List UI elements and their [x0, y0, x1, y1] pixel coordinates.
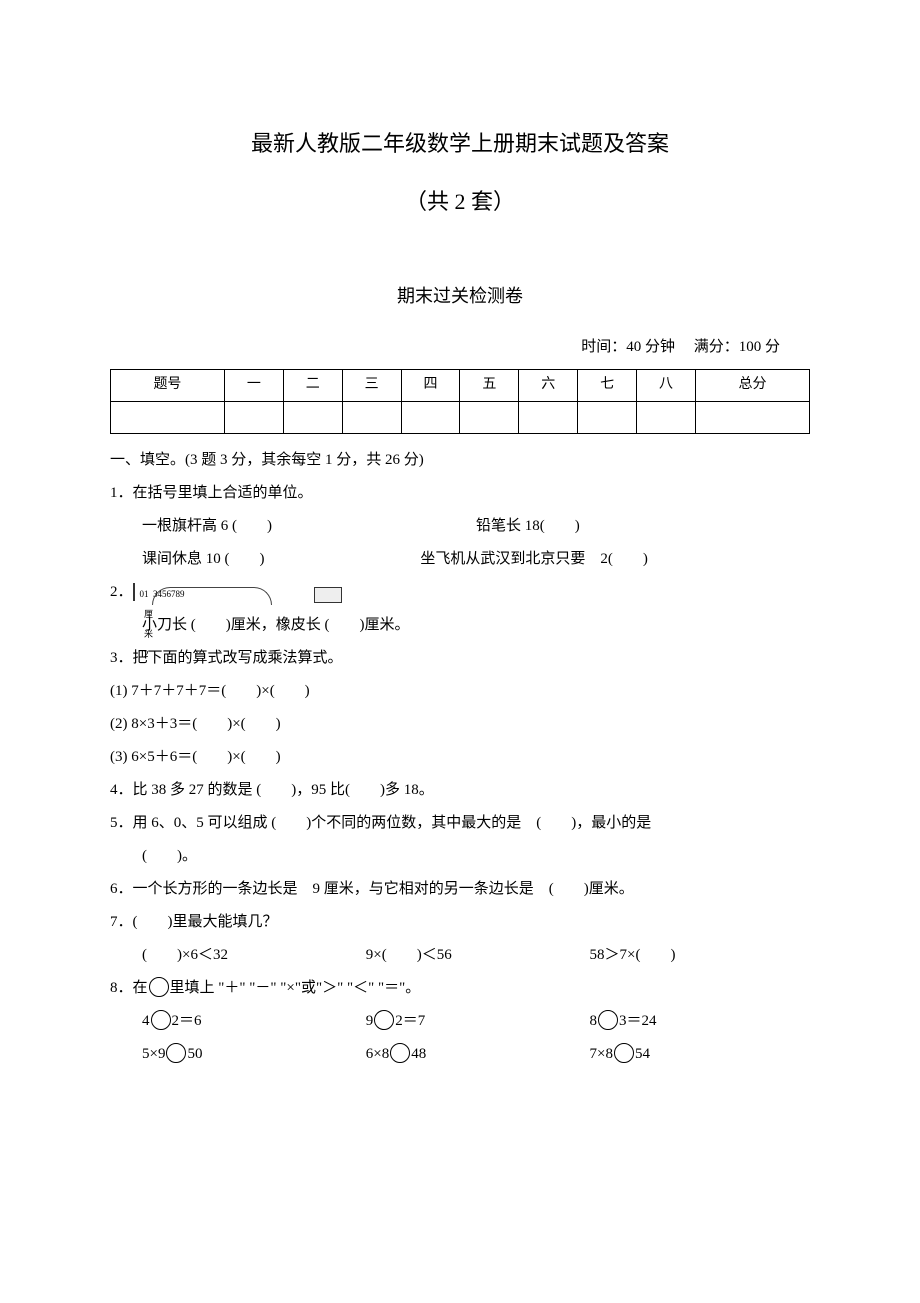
q5-a: 5．用 6、0、5 可以组成 ( )个不同的两位数，其中最大的是 ( )，最小的… — [110, 807, 810, 840]
q8-stem: 8．在 里填上 "＋" "－" "×"或"＞" "＜" "＝"。 — [110, 972, 810, 1005]
score-cell — [460, 402, 519, 434]
meta-time: 时间：40 分钟 — [581, 339, 675, 355]
score-header: 一 — [224, 370, 283, 402]
txt: 5×9 — [142, 1046, 165, 1062]
score-header: 总分 — [696, 370, 810, 402]
txt: 54 — [635, 1046, 650, 1062]
score-table: 题号 一 二 三 四 五 六 七 八 总分 — [110, 369, 810, 434]
score-header: 七 — [578, 370, 637, 402]
q1-stem: 1．在括号里填上合适的单位。 — [110, 477, 810, 510]
score-header: 二 — [283, 370, 342, 402]
q2-line: 小刀长 ( )厘米，橡皮长 ( )厘米。 — [110, 609, 810, 642]
q4: 4．比 38 多 27 的数是 ( )，95 比( )多 18。 — [110, 774, 810, 807]
q1-a: 一根旗杆高 6 ( ) — [142, 510, 476, 543]
score-header: 五 — [460, 370, 519, 402]
txt: 4 — [142, 1013, 150, 1029]
q8-r2b: 6×8 48 — [366, 1038, 586, 1071]
txt: 50 — [187, 1046, 202, 1062]
score-header: 题号 — [111, 370, 225, 402]
q8-row1: 4 2＝6 9 2＝7 8 3＝24 — [110, 1005, 810, 1038]
section1-heading: 一、填空。(3 题 3 分，其余每空 1 分，共 26 分) — [110, 444, 810, 477]
q5-b: ( )。 — [110, 840, 810, 873]
page-title: 最新人教版二年级数学上册期末试题及答案 — [110, 120, 810, 168]
txt: 9 — [366, 1013, 374, 1029]
score-cell — [342, 402, 401, 434]
score-header: 八 — [637, 370, 696, 402]
circle-icon — [390, 1043, 410, 1063]
page-subtitle: （共 2 套） — [110, 178, 810, 226]
score-header: 三 — [342, 370, 401, 402]
score-cell — [401, 402, 460, 434]
txt: 2＝7 — [395, 1013, 425, 1029]
score-cell — [637, 402, 696, 434]
circle-icon — [598, 1010, 618, 1030]
q2: 2． 0 1厘米2 3 4 5 6 7 8 9 — [110, 576, 810, 609]
q1-d: 坐飞机从武汉到北京只要 2( ) — [420, 543, 810, 576]
txt: 7×8 — [590, 1046, 613, 1062]
q7-row: ( )×6＜32 9×( )＜56 58＞7×( ) — [110, 939, 810, 972]
q8-stem-pre: 8．在 — [110, 980, 148, 996]
q3-b: (2) 8×3＋3＝( )×( ) — [110, 708, 810, 741]
q8-stem-post: 里填上 "＋" "－" "×"或"＞" "＜" "＝"。 — [170, 980, 421, 996]
q1-c: 课间休息 10 ( ) — [142, 543, 420, 576]
txt: 6×8 — [366, 1046, 389, 1062]
q7-b: 9×( )＜56 — [366, 939, 586, 972]
score-cell — [111, 402, 225, 434]
txt: 8 — [590, 1013, 598, 1029]
section-title: 期末过关检测卷 — [110, 277, 810, 317]
q8-row2: 5×9 50 6×8 48 7×8 54 — [110, 1038, 810, 1071]
score-cell — [578, 402, 637, 434]
meta-line: 时间：40 分钟 满分：100 分 — [110, 331, 810, 364]
q1-b: 铅笔长 18( ) — [476, 510, 810, 543]
q7-stem: 7．( )里最大能填几？ — [110, 906, 810, 939]
txt: 48 — [411, 1046, 426, 1062]
circle-icon — [374, 1010, 394, 1030]
circle-icon — [151, 1010, 171, 1030]
q3-c: (3) 6×5＋6＝( )×( ) — [110, 741, 810, 774]
q8-r2a: 5×9 50 — [142, 1038, 362, 1071]
meta-full: 满分：100 分 — [694, 339, 780, 355]
ruler-num: 1厘米2 — [144, 585, 153, 602]
txt: 2＝6 — [172, 1013, 202, 1029]
ruler-num: 9 — [180, 585, 185, 602]
q8-r1b: 9 2＝7 — [366, 1005, 586, 1038]
q8-r1a: 4 2＝6 — [142, 1005, 362, 1038]
q6: 6．一个长方形的一条边长是 9 厘米，与它相对的另一条边长是 ( )厘米。 — [110, 873, 810, 906]
circle-icon — [614, 1043, 634, 1063]
q3-stem: 3．把下面的算式改写成乘法算式。 — [110, 642, 810, 675]
ruler-icon: 0 1厘米2 3 4 5 6 7 8 9 — [133, 583, 135, 601]
score-cell — [519, 402, 578, 434]
score-cell — [224, 402, 283, 434]
score-cell — [696, 402, 810, 434]
q7-c: 58＞7×( ) — [590, 939, 676, 972]
q8-r1c: 8 3＝24 — [590, 1005, 657, 1038]
q3-a: (1) 7＋7＋7＋7＝( )×( ) — [110, 675, 810, 708]
score-header: 六 — [519, 370, 578, 402]
circle-icon — [149, 977, 169, 997]
q2-prefix: 2． — [110, 584, 133, 600]
eraser-icon — [314, 587, 342, 603]
circle-icon — [166, 1043, 186, 1063]
q7-a: ( )×6＜32 — [142, 939, 362, 972]
score-cell — [283, 402, 342, 434]
txt: 3＝24 — [619, 1013, 657, 1029]
q8-r2c: 7×8 54 — [590, 1038, 650, 1071]
score-header: 四 — [401, 370, 460, 402]
